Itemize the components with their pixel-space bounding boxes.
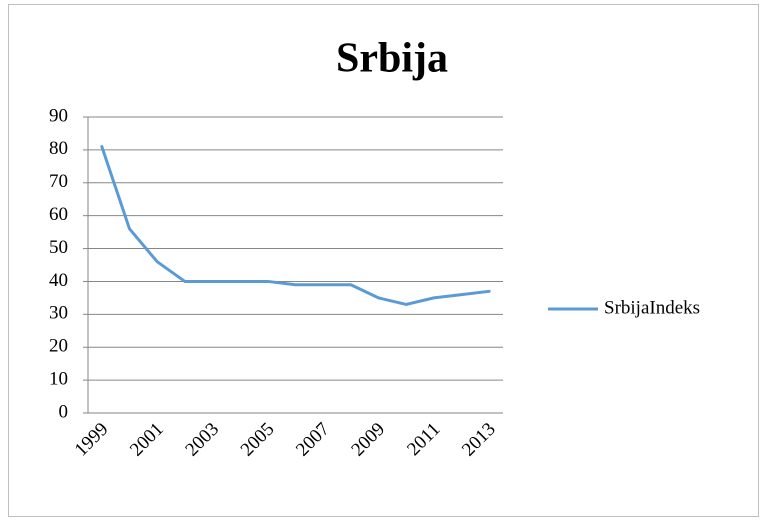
y-tick-label: 10 bbox=[49, 368, 68, 389]
y-tick-label: 90 bbox=[49, 105, 68, 126]
y-tick-label: 40 bbox=[49, 270, 68, 291]
y-tick-label: 50 bbox=[49, 237, 68, 258]
y-tick-label: 70 bbox=[49, 171, 68, 192]
series-line bbox=[100, 145, 491, 306]
y-tick-label: 60 bbox=[49, 204, 68, 225]
chart-title: Srbija bbox=[336, 36, 448, 82]
chart-frame bbox=[8, 4, 759, 517]
y-tick-label: 30 bbox=[49, 303, 68, 324]
legend-label: SrbijaIndeks bbox=[604, 297, 700, 318]
y-tick-label: 80 bbox=[49, 138, 68, 159]
y-tick-label: 20 bbox=[49, 336, 68, 357]
y-tick-label: 0 bbox=[59, 401, 69, 422]
